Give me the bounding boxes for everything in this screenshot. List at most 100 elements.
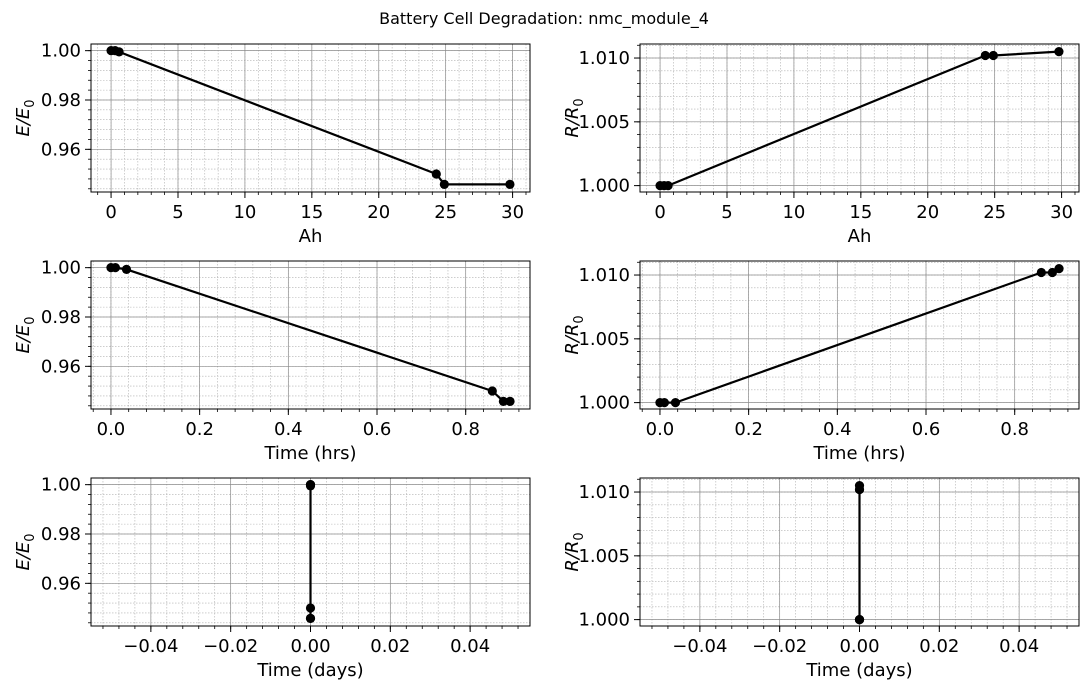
x-tick-label: 0.2 — [734, 419, 763, 440]
x-tick-label: 20 — [367, 202, 390, 223]
y-tick-label: 1.000 — [578, 393, 630, 414]
x-tick-label: 20 — [916, 202, 939, 223]
data-point — [659, 398, 669, 408]
y-tick-label: 1.000 — [578, 610, 630, 631]
y-tick-label: 1.005 — [578, 546, 630, 567]
data-point — [498, 396, 508, 406]
data-point — [305, 481, 316, 491]
data-point — [505, 396, 515, 406]
x-tick-label: 0.6 — [363, 419, 392, 440]
data-point — [305, 603, 316, 613]
x-tick-label: 0 — [654, 202, 665, 223]
chart-panel-5: −0.04 −0.02 0.00 0.02 0.04 0.96 0.98 1.00 Time (… — [13, 475, 531, 681]
y-tick-label: 0.98 — [41, 307, 81, 328]
data-point — [110, 263, 120, 273]
data-point — [114, 47, 124, 57]
chart-panel-6: −0.04 −0.02 0.00 0.02 0.04 1.000 1.005 1.010 Tim… — [562, 477, 1080, 681]
data-point — [670, 398, 681, 408]
x-tick-label: 0.8 — [451, 419, 480, 440]
y-tick-label: 0.96 — [41, 139, 81, 160]
data-point — [988, 50, 998, 61]
x-axis-label: Time (hrs) — [812, 443, 905, 464]
x-tick-label: 10 — [233, 202, 256, 223]
y-tick-label: 1.00 — [41, 258, 81, 279]
x-tick-label: 25 — [434, 202, 457, 223]
data-point — [487, 386, 497, 396]
x-axis-label: Ah — [848, 226, 872, 247]
x-tick-label: 5 — [721, 202, 732, 223]
data-point — [980, 50, 990, 61]
x-tick-label: 0.4 — [823, 419, 852, 440]
data-point — [431, 169, 441, 179]
x-tick-label: 25 — [983, 202, 1006, 223]
x-tick-label: −0.04 — [672, 636, 727, 657]
data-point — [1054, 264, 1064, 274]
y-axis-label: E/E0 — [13, 99, 38, 136]
data-point — [854, 615, 865, 625]
y-tick-label: 1.00 — [41, 41, 81, 62]
data-point — [505, 179, 515, 189]
series-line — [111, 49, 510, 186]
series-line — [660, 50, 1059, 187]
data-point — [854, 481, 865, 491]
x-axis-label: Time (days) — [805, 660, 912, 681]
x-tick-label: 0.2 — [185, 419, 214, 440]
y-tick-label: 0.96 — [41, 356, 81, 377]
y-tick-label: 1.010 — [578, 265, 630, 286]
y-axis-label: R/R0 — [562, 315, 587, 354]
x-tick-label: −0.02 — [752, 636, 807, 657]
x-tick-label: 0.04 — [450, 636, 490, 657]
data-point — [1047, 267, 1057, 278]
y-axis-label: R/R0 — [562, 98, 587, 137]
data-point — [121, 264, 132, 274]
y-tick-label: 1.010 — [578, 482, 630, 503]
x-tick-label: 30 — [501, 202, 524, 223]
data-point — [1054, 47, 1064, 57]
y-tick-label: 1.00 — [41, 475, 81, 496]
data-point — [663, 181, 673, 191]
x-tick-label: 15 — [300, 202, 323, 223]
axes-frame — [90, 43, 531, 193]
axes-frame — [639, 260, 1080, 410]
x-tick-label: 5 — [172, 202, 183, 223]
x-tick-label: 15 — [849, 202, 872, 223]
axes-frame — [90, 260, 531, 410]
x-tick-label: 0.6 — [912, 419, 941, 440]
chart-panel-4: 0.0 0.2 0.4 0.6 0.8 1.000 1.005 1.010 Time (hrs)… — [562, 260, 1080, 464]
x-tick-label: 0.0 — [97, 419, 126, 440]
x-tick-label: 0.00 — [839, 636, 879, 657]
x-tick-label: 0 — [105, 202, 116, 223]
y-tick-label: 0.98 — [41, 90, 81, 111]
y-tick-label: 0.98 — [41, 524, 81, 545]
x-axis-label: Time (days) — [256, 660, 363, 681]
series-line — [659, 267, 1060, 404]
x-tick-label: 10 — [782, 202, 805, 223]
y-axis-label: R/R0 — [562, 532, 587, 571]
y-tick-label: 1.005 — [578, 112, 630, 133]
x-tick-label: −0.02 — [203, 636, 258, 657]
y-tick-label: 1.005 — [578, 329, 630, 350]
y-tick-label: 1.010 — [578, 48, 630, 69]
data-point — [439, 179, 449, 189]
x-axis-label: Ah — [299, 226, 323, 247]
axes-frame — [639, 477, 1080, 627]
x-tick-label: 0.8 — [1000, 419, 1029, 440]
x-tick-label: −0.04 — [123, 636, 178, 657]
axes-frame — [90, 477, 531, 627]
x-tick-label: 0.04 — [999, 636, 1039, 657]
axes-frame — [639, 43, 1080, 193]
x-tick-label: 0.02 — [919, 636, 959, 657]
x-tick-label: 0.4 — [274, 419, 303, 440]
x-tick-label: 0.0 — [646, 419, 675, 440]
series-line — [110, 266, 511, 403]
x-axis-label: Time (hrs) — [263, 443, 356, 464]
y-tick-label: 1.000 — [578, 176, 630, 197]
chart-panel-3: 0.0 0.2 0.4 0.6 0.8 0.96 0.98 1.00 Time (hrs) E/E… — [13, 258, 531, 464]
y-axis-label: E/E0 — [13, 316, 38, 353]
data-point — [305, 613, 316, 623]
y-axis-label: E/E0 — [13, 533, 38, 570]
x-tick-label: 0.00 — [290, 636, 330, 657]
x-tick-label: 30 — [1050, 202, 1073, 223]
y-tick-label: 0.96 — [41, 573, 81, 594]
